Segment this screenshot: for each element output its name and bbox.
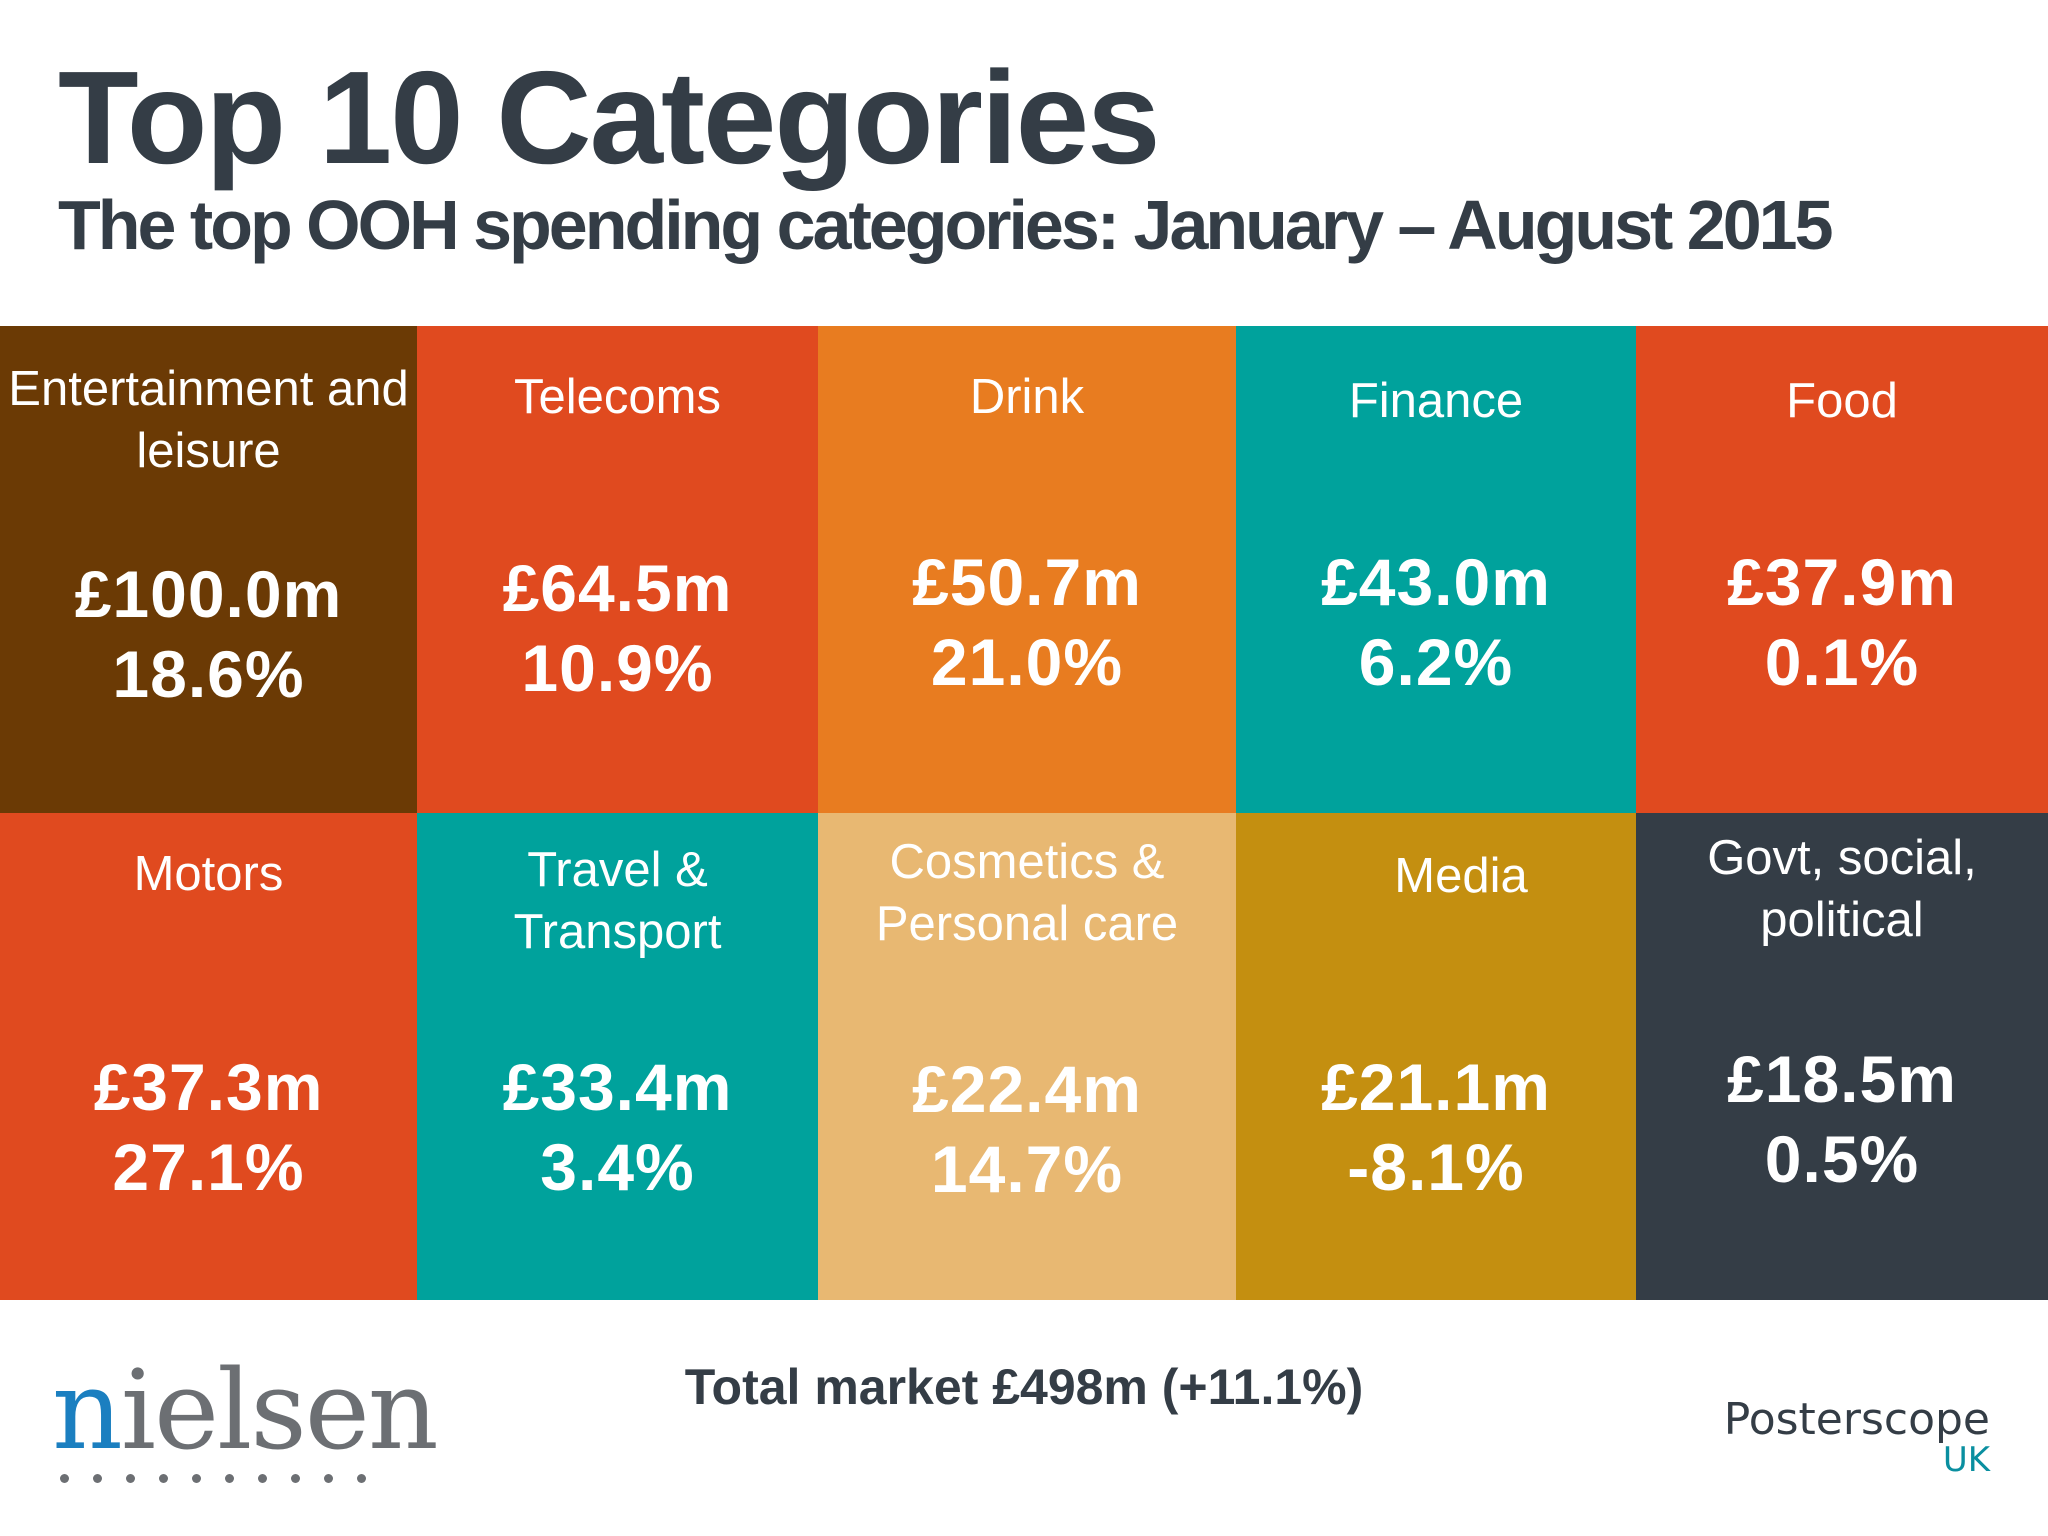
tile-spend: £18.5m [1727,1042,1957,1116]
page-title: Top 10 Categories [58,44,1161,191]
tile-spend: £43.0m [1321,545,1551,619]
tile-change: 21.0% [930,625,1124,699]
tile-spend: £33.4m [502,1050,733,1124]
tile-spend: £64.5m [502,551,733,625]
tile-change: -8.1% [1347,1130,1525,1204]
nielsen-logo-first: n [52,1346,123,1474]
tile-media: Media £21.1m -8.1% [1236,813,1636,1300]
category-grid: Entertainment and leisure £100.0m 18.6% … [0,326,2048,1300]
tile-change: 14.7% [930,1132,1124,1206]
posterscope-brand: Posterscope [1723,1394,1990,1445]
tile-change: 0.1% [1764,625,1920,699]
tile-name: Media [1394,849,1528,903]
tile-change: 27.1% [112,1130,305,1204]
tile-change: 3.4% [540,1130,695,1204]
tile-motors: Motors £37.3m 27.1% [0,813,417,1300]
tile-spend: £21.1m [1321,1050,1551,1124]
tile-change: 18.6% [112,637,305,711]
tile-spend: £22.4m [912,1052,1142,1126]
tile-cosmetics: Cosmetics & Personal care £22.4m 14.7% [818,813,1236,1300]
tile-name: Food [1786,374,1898,428]
tile-travel: Travel & Transport £33.4m 3.4% [417,813,818,1300]
tile-name: Travel & Transport [513,843,722,959]
tile-name: Govt, social, political [1707,831,1977,947]
tile-change: 10.9% [521,631,714,705]
tile-spend: £100.0m [74,557,343,631]
tile-food: Food £37.9m 0.1% [1636,326,2048,813]
tile-name: Entertainment and leisure [8,362,409,478]
tile-change: 6.2% [1358,625,1514,699]
tile-name: Cosmetics & Personal care [875,835,1179,951]
total-market: Total market £498m (+11.1%) [684,1359,1364,1415]
tile-telecoms: Telecoms £64.5m 10.9% [417,326,818,813]
tile-entertainment: Entertainment and leisure £100.0m 18.6% [0,326,417,813]
tile-govt: Govt, social, political £18.5m 0.5% [1636,813,2048,1300]
page-subtitle: The top OOH spending categories: January… [58,186,1834,264]
tile-name: Motors [133,847,284,901]
nielsen-logo: nielsen [52,1355,439,1465]
posterscope-logo: Posterscope UK [1724,1398,1990,1479]
posterscope-region: UK [1942,1440,1990,1480]
tile-drink: Drink £50.7m 21.0% [818,326,1236,813]
tile-name: Finance [1348,374,1524,428]
tile-spend: £37.9m [1727,545,1957,619]
tile-spend: £37.3m [93,1050,324,1124]
tile-spend: £50.7m [912,545,1142,619]
tile-finance: Finance £43.0m 6.2% [1236,326,1636,813]
nielsen-logo-dots [60,1474,366,1483]
tile-name: Telecoms [514,370,721,424]
tile-change: 0.5% [1764,1122,1920,1196]
tile-name: Drink [969,370,1085,424]
nielsen-logo-rest: ielsen [120,1346,439,1474]
